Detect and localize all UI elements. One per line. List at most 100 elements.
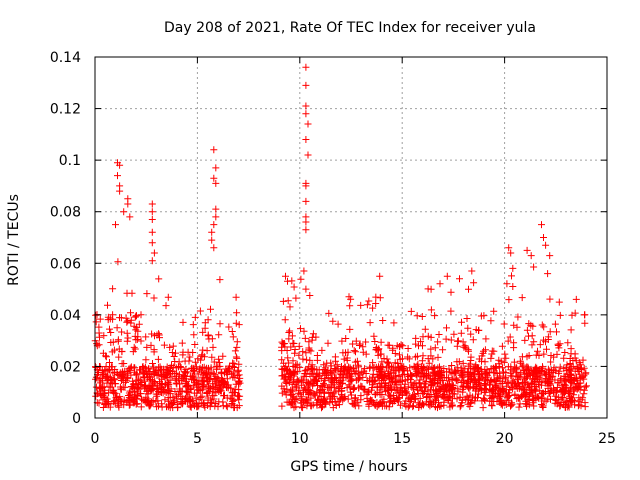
data-point	[208, 236, 216, 244]
data-point	[380, 355, 388, 362]
data-point	[427, 345, 435, 353]
data-point	[305, 338, 313, 346]
data-point	[376, 294, 384, 302]
data-point	[377, 350, 385, 358]
data-point	[290, 283, 298, 291]
data-point	[332, 357, 339, 365]
data-point	[230, 360, 238, 368]
data-point	[401, 400, 409, 408]
data-point	[566, 360, 574, 368]
data-point	[542, 241, 550, 249]
data-point	[385, 341, 393, 349]
data-point	[551, 320, 559, 328]
data-point	[434, 353, 442, 361]
data-point	[155, 275, 163, 283]
data-point	[301, 334, 309, 342]
data-point	[386, 374, 394, 382]
data-point	[565, 403, 573, 411]
data-point	[522, 373, 530, 381]
data-point	[494, 389, 502, 397]
data-point	[194, 355, 202, 363]
data-point	[212, 164, 220, 172]
data-point	[153, 331, 161, 339]
data-point	[481, 370, 489, 378]
data-point	[428, 363, 436, 371]
data-point	[279, 366, 287, 373]
data-point	[288, 387, 296, 395]
data-point	[581, 403, 589, 411]
data-point	[280, 340, 288, 348]
data-point	[170, 399, 177, 406]
data-point	[404, 371, 412, 379]
data-point	[465, 285, 472, 293]
data-point	[502, 401, 510, 408]
data-point	[497, 357, 505, 365]
data-point	[498, 342, 506, 350]
data-point	[514, 375, 521, 383]
data-point	[518, 385, 526, 393]
data-point	[109, 311, 117, 319]
data-point	[331, 398, 339, 406]
data-point	[190, 364, 198, 372]
data-point	[488, 347, 496, 355]
data-point	[96, 315, 104, 323]
data-point	[216, 386, 224, 394]
data-point	[148, 208, 156, 216]
data-point	[322, 369, 330, 377]
data-point	[340, 395, 348, 402]
data-point	[419, 390, 427, 398]
y-tick-labels: 0 0.02 0.04 0.06 0.08 0.1 0.12 0.14	[50, 50, 81, 427]
data-point	[507, 402, 514, 410]
data-point	[318, 346, 326, 354]
data-point	[362, 350, 370, 358]
data-point	[210, 395, 218, 403]
data-point	[443, 324, 450, 332]
y-tick-label: 0.06	[50, 256, 81, 272]
data-point	[130, 396, 138, 404]
data-point	[423, 394, 430, 401]
data-point	[509, 377, 517, 385]
data-point	[478, 397, 486, 405]
data-point	[468, 267, 476, 275]
data-point	[278, 402, 286, 410]
data-point	[474, 394, 481, 401]
data-point	[352, 348, 359, 356]
data-point	[106, 366, 113, 374]
data-point	[374, 373, 382, 381]
data-point	[147, 385, 155, 393]
data-point	[289, 339, 297, 347]
data-point	[518, 294, 526, 302]
data-point	[528, 332, 536, 340]
data-point	[205, 384, 213, 392]
data-point	[567, 396, 575, 404]
data-point	[546, 252, 554, 260]
data-point	[154, 367, 162, 375]
data-point	[527, 252, 535, 260]
data-point	[299, 355, 307, 363]
data-point	[191, 341, 199, 348]
data-point	[443, 368, 451, 376]
data-point	[338, 391, 345, 399]
data-point	[509, 385, 517, 393]
data-point	[415, 379, 423, 387]
data-point	[499, 364, 506, 372]
data-point	[379, 377, 387, 384]
data-point	[298, 403, 306, 411]
data-point	[123, 318, 131, 326]
data-point	[516, 400, 524, 408]
data-point	[467, 330, 475, 338]
data-point	[369, 304, 377, 312]
data-point	[129, 395, 137, 403]
data-point	[210, 244, 218, 252]
data-point	[101, 394, 109, 402]
data-point	[580, 386, 588, 394]
data-point	[205, 366, 213, 374]
data-point	[312, 333, 320, 341]
data-point	[173, 369, 181, 377]
data-point	[359, 348, 367, 356]
data-point	[136, 366, 143, 374]
data-point	[530, 374, 538, 382]
data-point	[397, 376, 405, 384]
data-point	[567, 371, 575, 379]
data-point	[344, 395, 352, 403]
